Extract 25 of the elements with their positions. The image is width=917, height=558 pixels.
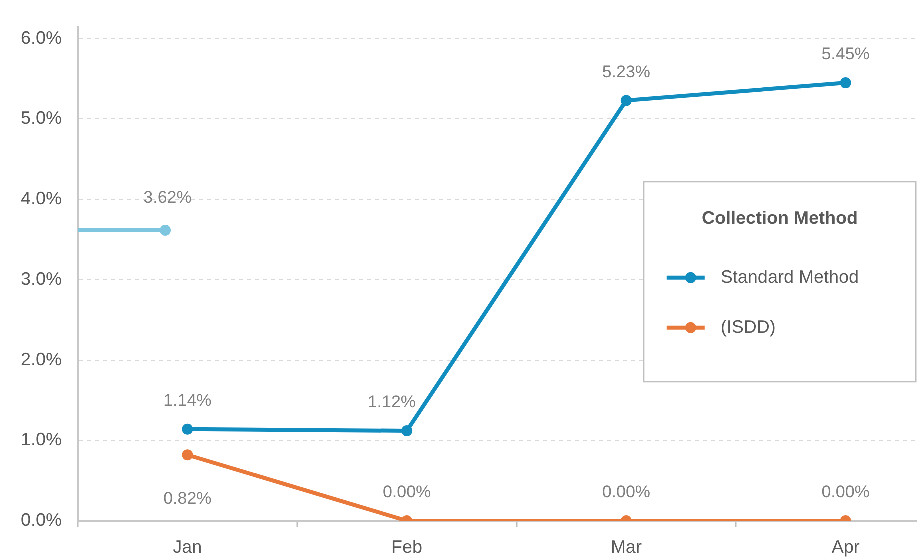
data-label: 5.23% [602, 62, 651, 82]
data-label: 0.00% [382, 482, 432, 502]
point [840, 78, 852, 89]
x-tick-label: Mar [610, 536, 642, 557]
y-tick-label: 4.0% [20, 188, 62, 209]
y-tick-label: 0.0% [20, 510, 62, 530]
y-tick-label: 2.0% [20, 349, 62, 370]
legend-title: Collection Method [702, 208, 858, 228]
y-tick-label: 1.0% [20, 430, 62, 450]
x-tick-label: Apr [832, 536, 860, 557]
y-tick-label: 6.0% [20, 28, 62, 48]
data-label: 0.00% [602, 482, 651, 502]
y-tick-label: 3.0% [20, 268, 62, 289]
data-label: 5.45% [822, 44, 870, 64]
point [620, 95, 632, 106]
data-label: 0.00% [822, 482, 870, 502]
data-label: 0.82% [164, 488, 212, 508]
x-tick-label: Feb [392, 536, 423, 557]
ref-line-label: 3.62% [144, 188, 192, 207]
data-label: 1.12% [368, 392, 416, 412]
legend-label: Standard Method [720, 266, 859, 287]
x-tick-label: Jan [173, 536, 202, 557]
legend-label: (ISDD) [720, 316, 776, 337]
y-tick-label: 5.0% [20, 108, 62, 128]
data-label: 1.14% [164, 391, 212, 410]
